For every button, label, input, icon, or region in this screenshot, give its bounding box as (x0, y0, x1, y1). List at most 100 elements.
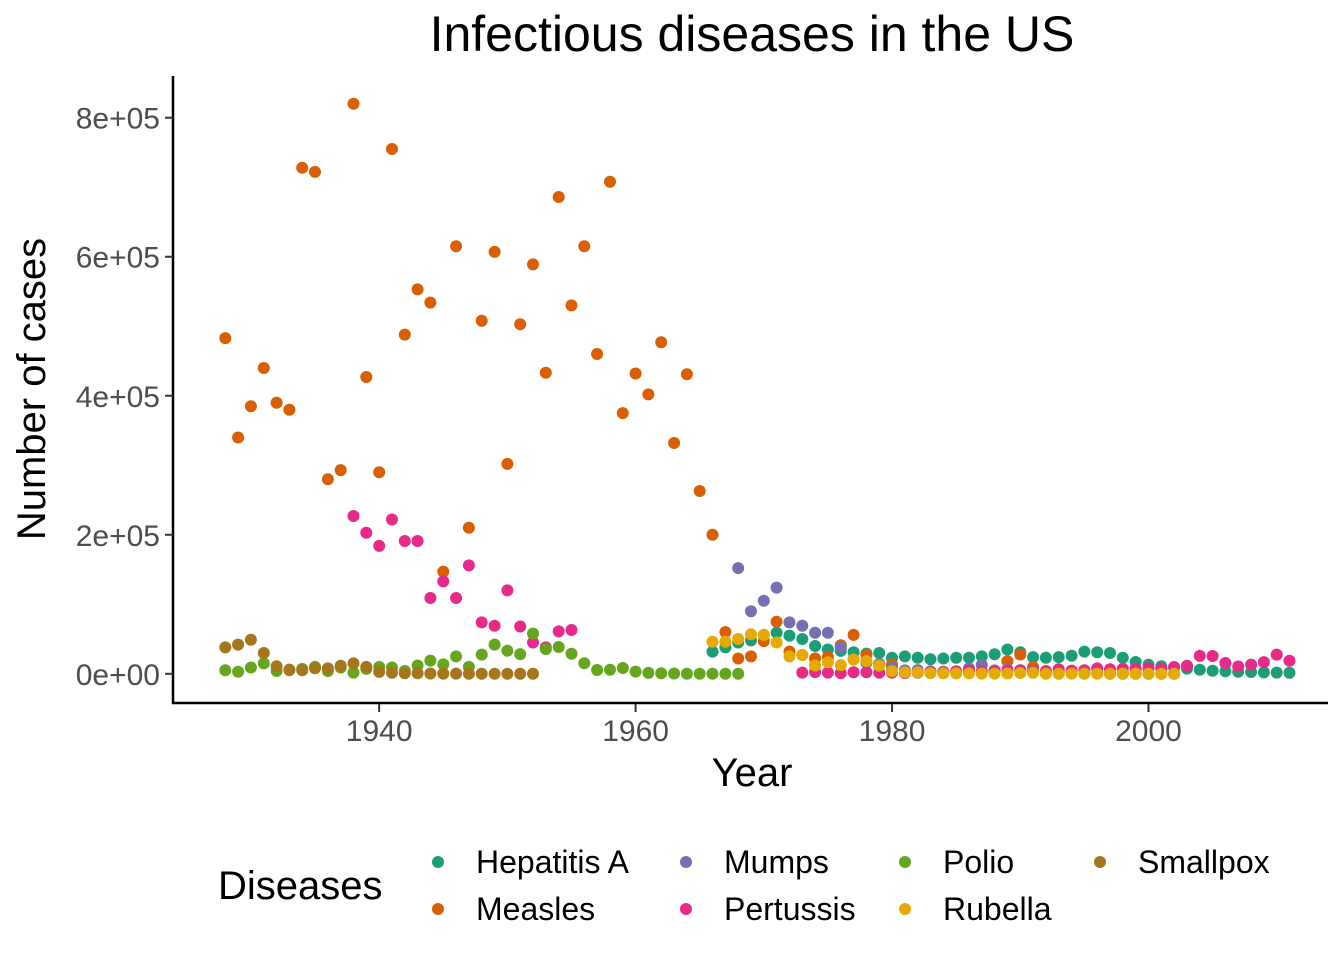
data-point-mumps (770, 581, 783, 594)
data-point-rubella (1129, 667, 1142, 680)
data-point-polio (680, 667, 693, 680)
legend-swatch (680, 903, 692, 915)
data-point-measles (680, 368, 693, 381)
data-point-measles (270, 396, 283, 409)
legend-label: Polio (943, 844, 1014, 880)
data-point-pertussis (796, 666, 809, 679)
data-point-measles (719, 626, 732, 639)
data-point-polio (232, 665, 245, 678)
data-point-hepatitis-a (1027, 651, 1040, 664)
data-point-smallpox (398, 667, 411, 680)
data-point-pertussis (1283, 654, 1296, 667)
legend-swatch (432, 903, 444, 915)
data-point-smallpox (257, 647, 270, 659)
data-point-mumps (745, 605, 757, 618)
data-point-rubella (937, 667, 950, 680)
data-point-measles (616, 407, 629, 420)
data-point-pertussis (462, 559, 475, 572)
data-point-measles (706, 528, 719, 541)
data-point-rubella (886, 665, 898, 678)
legend-item-mumps: Mumps (680, 844, 829, 880)
data-point-measles (347, 97, 360, 110)
data-point-polio (450, 650, 463, 663)
legend-label: Rubella (943, 891, 1052, 927)
data-point-measles (462, 521, 475, 534)
legend-item-polio: Polio (899, 844, 1014, 880)
legend-item-hepatitis-a: Hepatitis A (432, 844, 630, 880)
series-rubella (706, 628, 1181, 680)
data-point-polio (565, 647, 578, 660)
data-point-hepatitis-a (770, 626, 783, 639)
x-tick-label: 2000 (1115, 715, 1182, 748)
data-point-rubella (1142, 667, 1155, 680)
data-point-hepatitis-a (1078, 645, 1091, 658)
data-point-measles (244, 400, 257, 413)
data-point-hepatitis-a (1193, 663, 1206, 676)
y-axis-ticks: 0e+00 2e+05 4e+05 6e+05 8e+05 (76, 103, 173, 692)
legend-label: Hepatitis A (476, 844, 630, 880)
data-point-polio (514, 648, 527, 661)
data-point-pertussis (1245, 658, 1258, 671)
data-point-hepatitis-a (809, 640, 822, 652)
data-point-rubella (1014, 667, 1027, 679)
data-point-rubella (1001, 667, 1014, 680)
data-point-measles (386, 143, 398, 155)
data-point-rubella (1052, 667, 1065, 680)
data-point-pertussis (552, 625, 565, 638)
data-point-hepatitis-a (1219, 665, 1232, 678)
data-point-pertussis (1206, 650, 1219, 662)
data-point-measles (437, 565, 450, 578)
data-point-measles (398, 328, 411, 341)
data-point-pertussis (411, 535, 424, 547)
data-point-polio (488, 638, 501, 651)
data-point-polio (693, 667, 706, 680)
legend-label: Pertussis (724, 891, 856, 927)
data-point-hepatitis-a (1270, 666, 1283, 679)
data-points (219, 97, 1296, 680)
data-point-pertussis (514, 620, 527, 633)
data-point-rubella (873, 659, 886, 672)
data-point-pertussis (488, 619, 501, 632)
data-point-hepatitis-a (1065, 649, 1078, 662)
data-point-measles (501, 457, 514, 470)
data-point-measles (411, 283, 424, 296)
data-point-smallpox (475, 667, 488, 680)
data-point-pertussis (1270, 648, 1283, 661)
data-point-rubella (847, 653, 860, 666)
data-point-measles (373, 466, 386, 479)
data-point-polio (552, 641, 565, 653)
data-point-measles (642, 388, 655, 401)
data-point-rubella (821, 656, 834, 669)
data-point-rubella (924, 667, 937, 680)
data-point-rubella (963, 667, 975, 680)
legend-item-smallpox: Smallpox (1094, 844, 1270, 880)
data-point-mumps (821, 626, 834, 639)
data-point-hepatitis-a (963, 651, 975, 664)
data-point-measles (668, 437, 681, 449)
data-point-hepatitis-a (911, 651, 924, 664)
data-point-smallpox (424, 667, 437, 680)
data-point-pertussis (847, 666, 860, 679)
data-point-rubella (860, 655, 873, 668)
legend-label: Measles (476, 891, 595, 927)
data-point-measles (745, 650, 757, 663)
data-point-measles (321, 473, 334, 486)
series-smallpox (219, 633, 539, 680)
data-point-rubella (809, 659, 822, 672)
data-point-rubella (975, 667, 988, 680)
legend-swatch (1094, 856, 1106, 868)
data-point-rubella (706, 635, 719, 648)
data-point-pertussis (1257, 656, 1270, 669)
data-point-measles (257, 362, 270, 374)
data-point-smallpox (437, 667, 450, 680)
data-point-rubella (719, 635, 732, 648)
data-point-rubella (898, 666, 911, 679)
data-point-pertussis (386, 513, 398, 526)
data-point-hepatitis-a (1206, 664, 1219, 677)
data-point-hepatitis-a (988, 648, 1001, 661)
data-point-measles (732, 652, 745, 665)
series-pertussis (347, 510, 1296, 680)
data-point-rubella (911, 666, 924, 679)
data-point-polio (424, 654, 437, 667)
data-point-measles (283, 403, 296, 416)
